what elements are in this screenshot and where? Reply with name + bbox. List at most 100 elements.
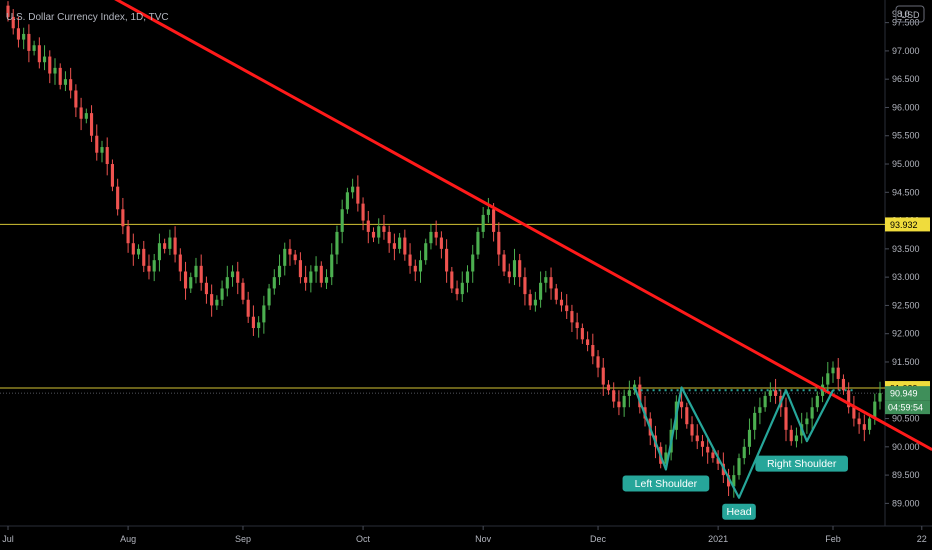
candle[interactable] xyxy=(685,402,689,429)
candle[interactable] xyxy=(392,233,396,261)
level-price-badge[interactable] xyxy=(885,217,930,232)
countdown-badge[interactable] xyxy=(885,400,930,415)
candle[interactable] xyxy=(591,333,595,365)
inverse-head-shoulders-pattern[interactable] xyxy=(633,386,834,499)
annotation-label[interactable]: Left Shoulder xyxy=(622,475,710,492)
candle[interactable] xyxy=(11,9,15,35)
candle[interactable] xyxy=(403,229,407,261)
candle[interactable] xyxy=(518,253,522,287)
candle[interactable] xyxy=(758,397,762,425)
candle[interactable] xyxy=(361,197,365,231)
candle[interactable] xyxy=(841,374,846,395)
candle[interactable] xyxy=(22,27,26,50)
candle[interactable] xyxy=(789,425,793,446)
candle[interactable] xyxy=(424,238,428,265)
candle[interactable] xyxy=(225,265,229,297)
candle[interactable] xyxy=(539,271,543,308)
candle[interactable] xyxy=(147,254,151,280)
candle[interactable] xyxy=(575,312,579,340)
candle[interactable] xyxy=(408,243,412,274)
candle[interactable] xyxy=(878,381,882,410)
candle[interactable] xyxy=(6,1,10,22)
candle[interactable] xyxy=(601,358,605,396)
candle[interactable] xyxy=(142,240,146,273)
candle[interactable] xyxy=(89,105,94,142)
candle[interactable] xyxy=(716,450,720,471)
annotation-label[interactable]: Head xyxy=(722,503,756,520)
candle[interactable] xyxy=(319,261,323,288)
candle[interactable] xyxy=(549,267,553,300)
candle[interactable] xyxy=(298,252,302,284)
candle[interactable] xyxy=(387,225,391,253)
candle[interactable] xyxy=(189,272,193,293)
candle[interactable] xyxy=(356,175,360,212)
candle[interactable] xyxy=(116,178,120,216)
candle[interactable] xyxy=(163,238,167,254)
candle[interactable] xyxy=(136,244,141,260)
candle[interactable] xyxy=(815,391,819,412)
candle[interactable] xyxy=(267,283,271,310)
candle[interactable] xyxy=(810,397,814,430)
candle[interactable] xyxy=(836,358,840,391)
last-price-badge[interactable] xyxy=(885,386,930,401)
candle[interactable] xyxy=(277,254,282,286)
candle[interactable] xyxy=(434,220,438,246)
currency-badge-frame[interactable] xyxy=(895,5,925,23)
candle[interactable] xyxy=(794,427,799,448)
candle[interactable] xyxy=(711,447,715,463)
candle[interactable] xyxy=(507,263,511,284)
candle[interactable] xyxy=(497,222,501,266)
candle[interactable] xyxy=(450,266,454,293)
candle[interactable] xyxy=(100,140,104,163)
candle[interactable] xyxy=(706,437,710,464)
candle[interactable] xyxy=(596,350,600,378)
candle[interactable] xyxy=(680,391,684,419)
candle[interactable] xyxy=(559,291,564,312)
candle[interactable] xyxy=(753,406,757,440)
candle[interactable] xyxy=(826,361,830,393)
candle[interactable] xyxy=(747,418,752,455)
candle[interactable] xyxy=(774,378,778,404)
candle[interactable] xyxy=(512,248,517,286)
candle[interactable] xyxy=(554,283,558,305)
candle[interactable] xyxy=(58,63,62,90)
candle[interactable] xyxy=(257,316,261,338)
candle[interactable] xyxy=(481,207,485,239)
candle[interactable] xyxy=(847,382,851,414)
candle[interactable] xyxy=(533,291,537,312)
candle[interactable] xyxy=(732,465,736,498)
descending-trendline[interactable] xyxy=(97,0,932,451)
candle[interactable] xyxy=(784,397,788,442)
candle[interactable] xyxy=(413,259,417,282)
candle[interactable] xyxy=(262,295,266,334)
candle[interactable] xyxy=(74,84,78,118)
candle[interactable] xyxy=(330,243,334,286)
candle[interactable] xyxy=(314,256,318,283)
candle[interactable] xyxy=(168,229,172,256)
candle[interactable] xyxy=(580,323,584,344)
candle[interactable] xyxy=(345,187,349,214)
candle[interactable] xyxy=(690,416,694,442)
candle[interactable] xyxy=(288,239,292,266)
candle[interactable] xyxy=(617,390,621,416)
candle[interactable] xyxy=(418,250,423,283)
candle[interactable] xyxy=(606,380,611,395)
candle[interactable] xyxy=(272,269,276,295)
candle[interactable] xyxy=(622,389,626,417)
candle[interactable] xyxy=(157,233,161,272)
candle[interactable] xyxy=(445,239,449,283)
candle[interactable] xyxy=(204,276,208,304)
candle[interactable] xyxy=(48,50,52,84)
candle[interactable] xyxy=(178,248,182,282)
candle[interactable] xyxy=(727,468,731,497)
candle[interactable] xyxy=(763,391,767,412)
candle[interactable] xyxy=(460,271,464,303)
candle[interactable] xyxy=(236,261,240,295)
candle[interactable] xyxy=(32,40,36,56)
candle[interactable] xyxy=(471,244,475,283)
currency-badge[interactable]: USD xyxy=(900,10,920,20)
candle[interactable] xyxy=(852,395,856,427)
candle[interactable] xyxy=(309,265,313,293)
candle[interactable] xyxy=(492,203,496,242)
